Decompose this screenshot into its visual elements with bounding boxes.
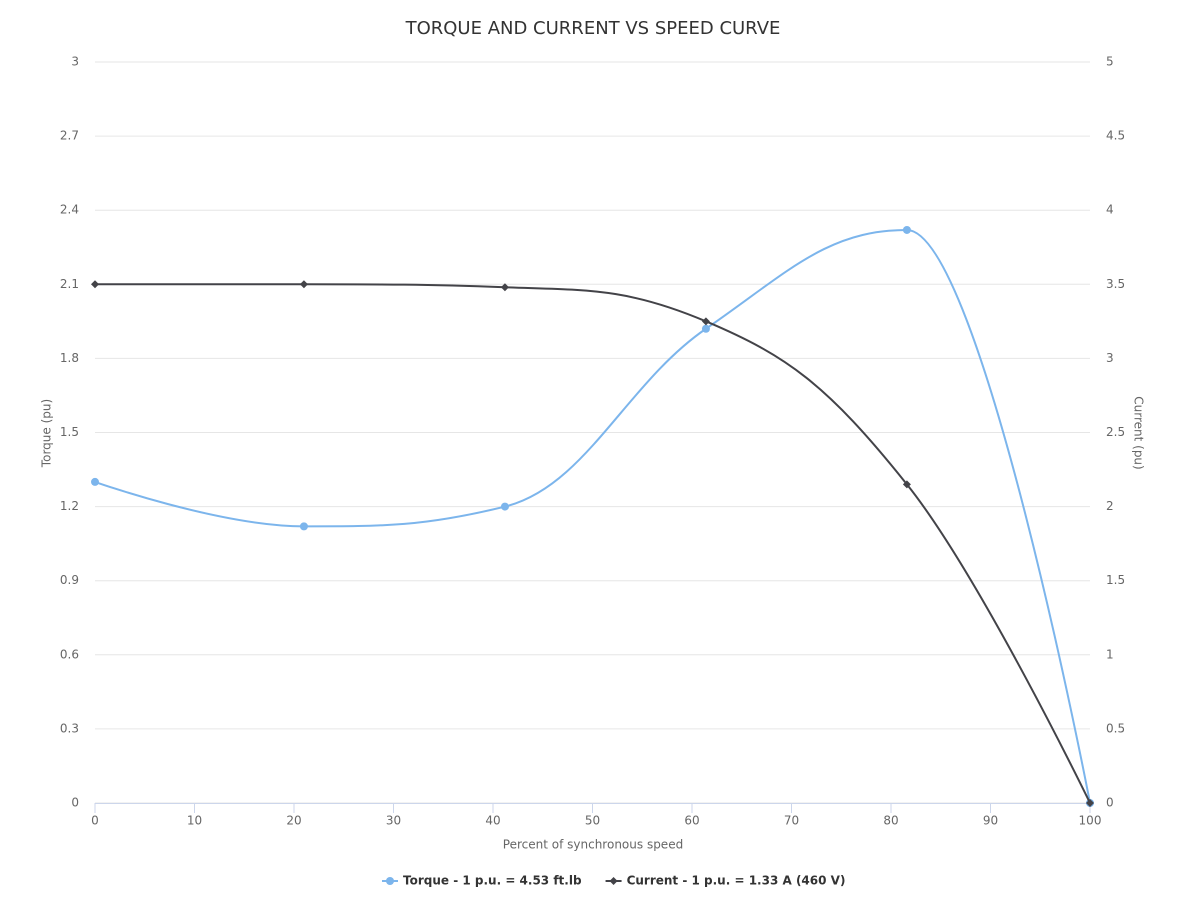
x-tick-label: 60 [684, 814, 699, 828]
legend: Torque - 1 p.u. = 4.53 ft.lb Current - 1 … [382, 874, 845, 888]
y2-tick-label: 1.5 [1106, 573, 1125, 587]
x-tick-label: 30 [386, 814, 401, 828]
y-axis-title: Torque (pu) [40, 399, 54, 468]
series [91, 280, 1094, 807]
y-tick-label: 2.1 [60, 277, 79, 291]
y-tick-label: 0.3 [60, 721, 79, 735]
legend-label: Torque - 1 p.u. = 4.53 ft.lb [403, 874, 582, 888]
marker [500, 502, 509, 511]
x-tick-label: 40 [485, 814, 500, 828]
y-tick-label: 2.4 [60, 203, 79, 217]
x-tick-label: 90 [983, 814, 998, 828]
y-tick-label: 1.8 [60, 351, 79, 365]
marker [386, 877, 394, 885]
marker [91, 477, 99, 486]
y2-tick-label: 1 [1106, 647, 1114, 661]
marker [91, 280, 99, 289]
marker [902, 225, 911, 234]
y-tick-label: 0.9 [60, 573, 79, 587]
y2-tick-label: 4 [1106, 203, 1114, 217]
y2-tick-label: 3 [1106, 351, 1114, 365]
marker [902, 480, 911, 489]
chart-title: TORQUE AND CURRENT VS SPEED CURVE [405, 18, 781, 39]
y2-tick-label: 0 [1106, 796, 1114, 810]
marker [701, 317, 710, 326]
y2-tick-label: 3.5 [1106, 277, 1125, 291]
y-tick-label: 0 [71, 796, 79, 810]
y-tick-label: 1.5 [60, 425, 79, 439]
x-tick-label: 70 [784, 814, 799, 828]
marker [1086, 799, 1094, 807]
y2-tick-label: 0.5 [1106, 721, 1125, 735]
y-tick-label: 1.2 [60, 499, 79, 513]
y2-tick-label: 5 [1106, 55, 1114, 69]
x-tick-label: 50 [585, 814, 600, 828]
marker [701, 324, 710, 333]
x-tick-label: 10 [187, 814, 202, 828]
marker [609, 877, 618, 885]
marker [500, 283, 509, 292]
marker [299, 280, 308, 289]
y-tick-label: 2.7 [60, 129, 79, 143]
marker [299, 522, 308, 531]
x-tick-label: 0 [91, 814, 99, 828]
y-tick-label: 0.6 [60, 647, 79, 661]
x-tick-label: 20 [286, 814, 301, 828]
line [94, 283, 1091, 804]
y2-tick-label: 2 [1106, 499, 1114, 513]
legend-label: Current - 1 p.u. = 1.33 A (460 V) [627, 874, 846, 888]
x-axis-title: Percent of synchronous speed [503, 838, 683, 852]
x-tick-label: 100 [1079, 814, 1102, 828]
y-tick-label: 3 [71, 55, 79, 69]
y2-axis-title: Current (pu) [1132, 396, 1146, 469]
y2-tick-label: 4.5 [1106, 129, 1125, 143]
x-tick-label: 80 [883, 814, 898, 828]
y2-tick-label: 2.5 [1106, 425, 1125, 439]
